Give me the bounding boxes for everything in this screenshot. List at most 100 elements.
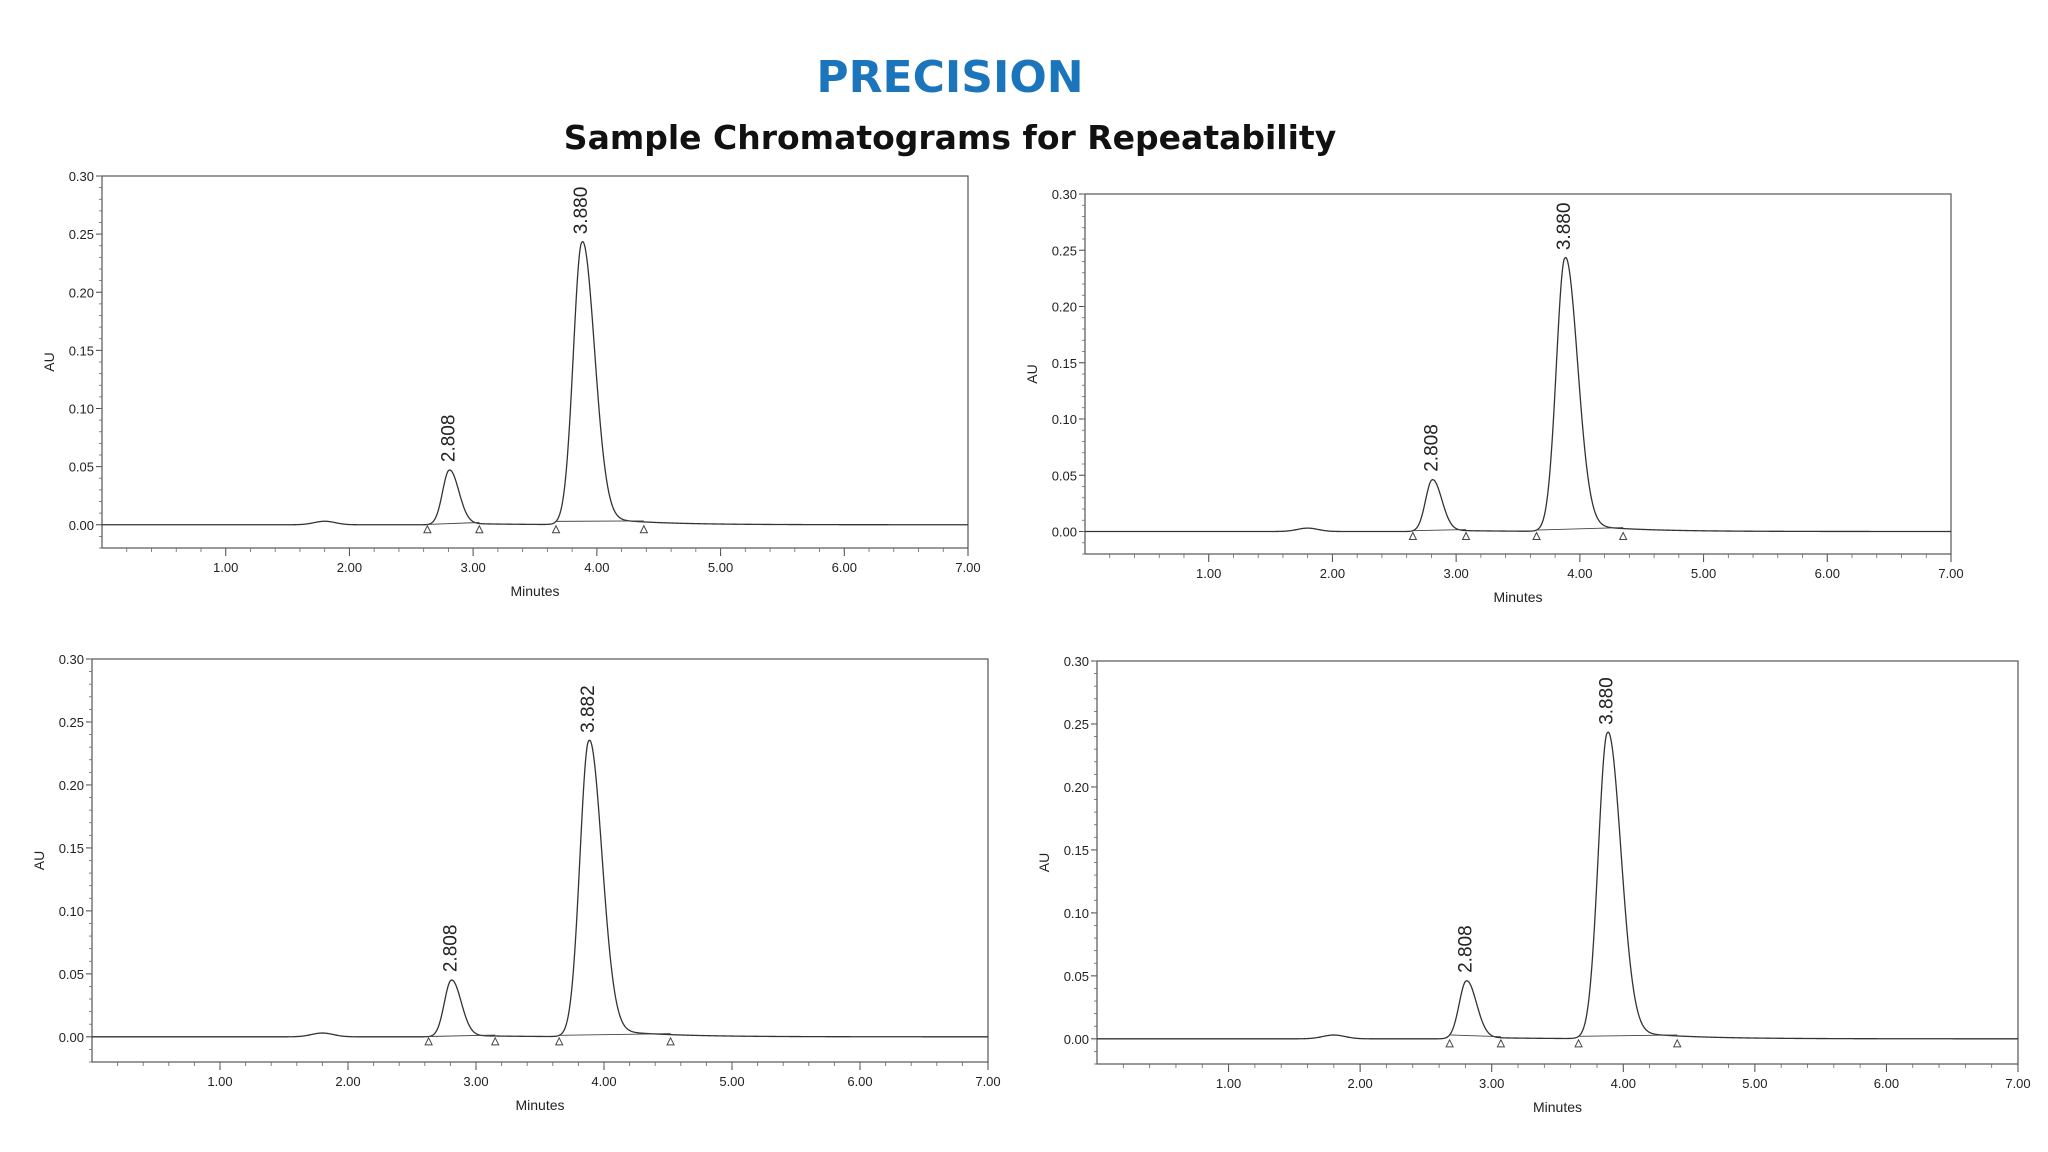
x-tick-label: 6.00 xyxy=(832,560,857,575)
integration-marker xyxy=(1408,531,1418,540)
x-tick-label: 1.00 xyxy=(1196,566,1221,581)
y-tick-label: 0.10 xyxy=(69,402,94,417)
x-tick-label: 6.00 xyxy=(1874,1076,1899,1091)
peak-label: 3.880 xyxy=(1554,203,1575,251)
chromatogram-1: 0.00 0.05 0.10 0.15 0.20 0.25 0.30 1.00 2.00 3.00… xyxy=(40,169,998,628)
integration-marker xyxy=(1496,1038,1506,1048)
y-tick-label: 0.10 xyxy=(59,904,84,919)
y-tick-label: 0.20 xyxy=(69,285,94,300)
chart-svg: 0.00 0.05 0.10 0.15 0.20 0.25 0.30 1.00 2.00 3.00… xyxy=(31,652,1001,1113)
y-tick-label: 0.30 xyxy=(1064,654,1089,669)
chart-svg: 0.00 0.05 0.10 0.15 0.20 0.25 0.30 1.00 2.00 3.00… xyxy=(41,169,981,599)
peak-label: 2.808 xyxy=(440,925,461,973)
signal-trace xyxy=(102,240,968,526)
y-tick-label: 0.25 xyxy=(59,715,84,730)
y-tick-label: 0.15 xyxy=(59,841,84,856)
y-tick-label: 0.10 xyxy=(1064,906,1089,921)
chromatogram-4: 0.00 0.05 0.10 0.15 0.20 0.25 0.30 1.00 2.00 3.00… xyxy=(1032,654,2048,1144)
x-tick-label: 3.00 xyxy=(460,560,485,575)
integration-marker xyxy=(1461,531,1471,540)
y-tick-label: 0.20 xyxy=(59,778,84,793)
plot-frame xyxy=(91,658,989,1063)
signal-trace xyxy=(92,739,988,1038)
integration-marker xyxy=(475,524,484,534)
x-tick-label: 4.00 xyxy=(1611,1076,1636,1091)
y-tick-label: 0.25 xyxy=(1064,717,1089,732)
y-tick-label: 0.00 xyxy=(1052,525,1077,540)
integration-marker xyxy=(423,524,432,534)
x-tick-label: 2.00 xyxy=(335,1074,360,1089)
peak-label: 2.808 xyxy=(438,415,459,463)
x-tick-label: 3.00 xyxy=(1443,566,1468,581)
integration-marker xyxy=(490,1036,500,1046)
integration-baseline xyxy=(1578,1034,1678,1037)
x-axis-label: Minutes xyxy=(515,1097,564,1113)
x-tick-label: 2.00 xyxy=(337,560,362,575)
x-tick-label: 6.00 xyxy=(847,1074,872,1089)
x-tick-label: 4.00 xyxy=(1567,566,1592,581)
y-tick-label: 0.05 xyxy=(69,460,94,475)
integration-marker xyxy=(1532,531,1541,540)
x-tick-label: 7.00 xyxy=(2005,1076,2030,1091)
integration-marker xyxy=(1574,1038,1583,1048)
signal-trace xyxy=(1085,256,1951,533)
integration-marker xyxy=(1672,1038,1682,1048)
plot-frame xyxy=(1084,193,1952,555)
chart-svg: 0.00 0.05 0.10 0.15 0.20 0.25 0.30 1.00 2.00 3.00… xyxy=(1036,654,2031,1115)
x-tick-label: 2.00 xyxy=(1320,566,1345,581)
x-tick-label: 2.00 xyxy=(1347,1076,1372,1091)
plot-frame xyxy=(1096,660,2019,1065)
x-tick-label: 5.00 xyxy=(708,560,733,575)
y-tick-label: 0.30 xyxy=(1052,187,1077,202)
x-tick-label: 5.00 xyxy=(1742,1076,1767,1091)
signal-trace xyxy=(1097,731,2018,1040)
x-tick-label: 7.00 xyxy=(955,560,980,575)
y-tick-label: 0.00 xyxy=(59,1030,84,1045)
y-tick-label: 0.25 xyxy=(69,227,94,242)
x-tick-label: 1.00 xyxy=(207,1074,232,1089)
chromatogram-2: 0.00 0.05 0.10 0.15 0.20 0.25 0.30 1.00 2.00 3.00… xyxy=(1022,187,1981,634)
y-tick-label: 0.10 xyxy=(1052,412,1077,427)
y-axis-label: AU xyxy=(41,352,57,371)
peak-label: 3.882 xyxy=(578,685,599,733)
peak-label: 2.808 xyxy=(1455,925,1476,973)
x-tick-label: 1.00 xyxy=(213,560,238,575)
integration-baseline xyxy=(1536,527,1624,531)
x-tick-label: 4.00 xyxy=(584,560,609,575)
y-axis-label: AU xyxy=(1036,853,1052,872)
y-tick-label: 0.25 xyxy=(1052,243,1077,258)
y-tick-label: 0.20 xyxy=(1052,300,1077,315)
x-axis-label: Minutes xyxy=(1533,1099,1582,1115)
peak-label: 2.808 xyxy=(1421,424,1442,472)
x-tick-label: 5.00 xyxy=(1691,566,1716,581)
integration-baseline xyxy=(1449,1034,1501,1038)
y-tick-label: 0.15 xyxy=(1064,843,1089,858)
page-title: PRECISION xyxy=(816,52,1084,103)
y-tick-label: 0.15 xyxy=(69,343,94,358)
peak-label: 3.880 xyxy=(571,187,592,235)
integration-baseline xyxy=(1412,529,1467,532)
y-tick-label: 0.05 xyxy=(1064,969,1089,984)
x-tick-label: 3.00 xyxy=(463,1074,488,1089)
x-tick-label: 7.00 xyxy=(1938,566,1963,581)
x-tick-label: 4.00 xyxy=(591,1074,616,1089)
x-axis-label: Minutes xyxy=(1493,589,1542,605)
integration-marker xyxy=(666,1036,675,1046)
integration-baseline xyxy=(427,522,480,525)
y-tick-label: 0.30 xyxy=(69,169,94,184)
y-tick-label: 0.30 xyxy=(59,652,84,667)
y-tick-label: 0.20 xyxy=(1064,780,1089,795)
integration-marker xyxy=(1445,1038,1454,1048)
plot-frame xyxy=(101,175,969,549)
integration-marker xyxy=(424,1036,433,1046)
x-tick-label: 1.00 xyxy=(1216,1076,1241,1091)
integration-baseline xyxy=(559,1033,671,1036)
y-axis-label: AU xyxy=(31,851,47,870)
y-tick-label: 0.05 xyxy=(1052,468,1077,483)
y-axis-label: AU xyxy=(1024,364,1040,383)
y-tick-label: 0.00 xyxy=(1064,1032,1089,1047)
x-tick-label: 5.00 xyxy=(719,1074,744,1089)
integration-marker xyxy=(551,524,561,534)
x-tick-label: 6.00 xyxy=(1815,566,1840,581)
x-axis-label: Minutes xyxy=(510,583,559,599)
